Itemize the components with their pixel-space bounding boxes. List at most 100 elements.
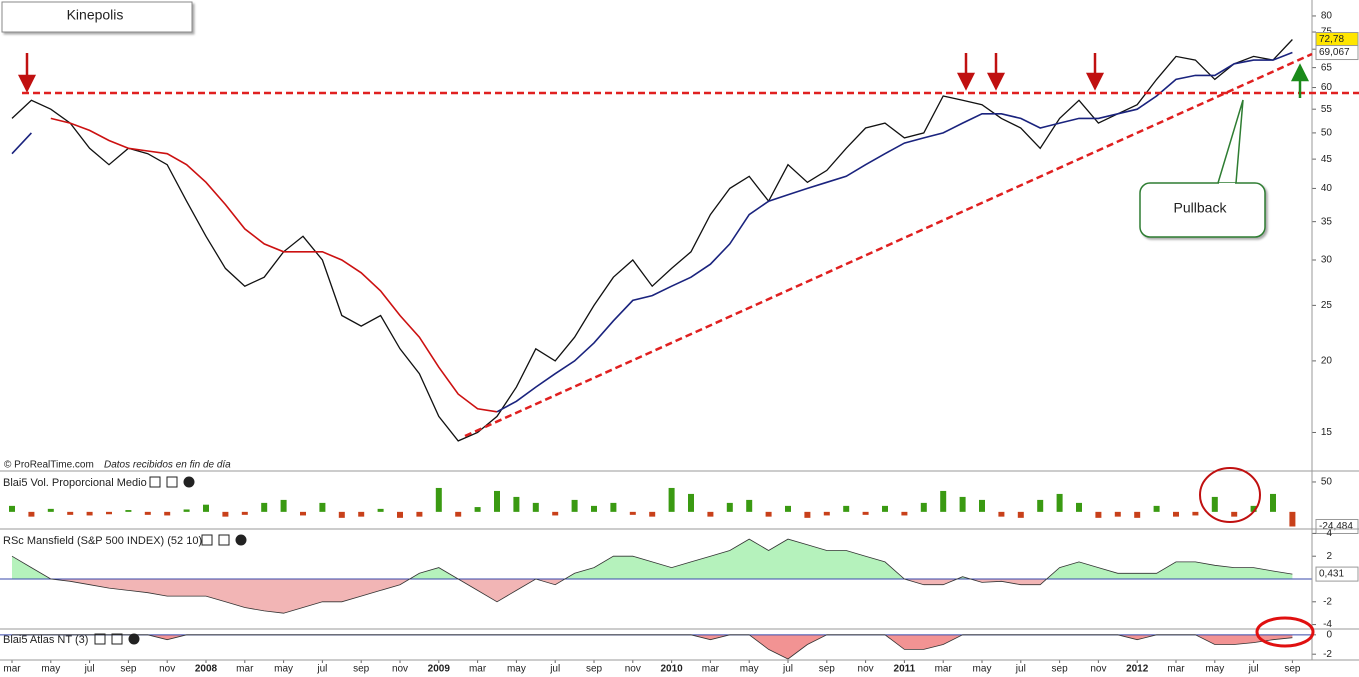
- bar: [300, 511, 306, 516]
- chart-title: Kinepolis: [67, 7, 124, 23]
- area-fill: [12, 579, 1293, 614]
- bar: [1270, 493, 1276, 512]
- x-tick-label: jul: [84, 664, 95, 675]
- area-line: [12, 634, 1293, 660]
- y-tick-label: 25: [1321, 300, 1333, 311]
- x-tick-label: sep: [1284, 664, 1301, 675]
- bar: [552, 511, 559, 516]
- y-tick-label: 60: [1321, 82, 1333, 93]
- x-tick-label: jul: [1015, 664, 1026, 675]
- x-tick-label: may: [973, 664, 992, 675]
- pane-title: RSc Mansfield (S&P 500 INDEX) (52 10): [3, 535, 202, 547]
- bar: [47, 508, 54, 512]
- bar: [959, 496, 966, 512]
- pane-icons[interactable]: [94, 476, 247, 645]
- bar: [241, 511, 248, 515]
- bar: [1289, 511, 1296, 527]
- y-tick-label: 55: [1321, 104, 1333, 115]
- bar: [862, 511, 869, 515]
- y-tick-label: 20: [1321, 356, 1333, 367]
- bar: [668, 487, 675, 512]
- bar: [804, 511, 811, 518]
- last-value-tag: [1315, 45, 1359, 61]
- bar: [455, 511, 462, 517]
- bar: [532, 502, 539, 512]
- x-tick-label: jul: [549, 664, 560, 675]
- y-tick-label: 4: [1326, 528, 1332, 539]
- bar: [474, 507, 481, 512]
- x-tick-label: sep: [120, 664, 137, 675]
- x-tick-label: mar: [935, 664, 953, 675]
- x-tick-label: nov: [1090, 664, 1106, 675]
- series-line: [50, 117, 498, 413]
- x-tick-label: 2009: [428, 664, 451, 675]
- bar: [164, 511, 171, 516]
- pane-title: Blai5 Vol. Proporcional Medio: [3, 477, 147, 489]
- bar: [280, 499, 287, 512]
- bar: [358, 511, 365, 517]
- x-tick-label: 2008: [195, 664, 218, 675]
- bar: [920, 502, 927, 512]
- bar: [823, 511, 830, 516]
- bar: [1134, 511, 1141, 518]
- bar: [1192, 511, 1199, 516]
- bar: [901, 511, 908, 516]
- pane-title: Blai5 Atlas NT (3): [3, 634, 88, 646]
- x-tick-label: sep: [1052, 664, 1069, 675]
- bar: [1153, 505, 1160, 512]
- bar: [629, 511, 636, 515]
- bar: [688, 493, 694, 512]
- x-tick-label: may: [507, 664, 526, 675]
- bar: [1037, 499, 1044, 512]
- bar: [319, 502, 326, 512]
- arrows: [17, 53, 1105, 93]
- bar: [261, 502, 268, 512]
- y-tick-label: 30: [1321, 255, 1333, 266]
- x-tick-label: mar: [469, 664, 487, 675]
- area-line: [11, 538, 1293, 614]
- bar: [183, 509, 190, 512]
- bar: [67, 511, 74, 515]
- y-tick-label: 2: [1326, 551, 1332, 562]
- support-line: [464, 52, 1313, 438]
- bar: [1211, 496, 1218, 512]
- bar: [125, 510, 132, 512]
- y-tick-label: 65: [1321, 62, 1333, 73]
- x-tick-label: jul: [782, 664, 793, 675]
- y-tick-label: 50: [1321, 477, 1333, 488]
- callout-pointer: [1217, 99, 1244, 184]
- x-tick-label: 2011: [894, 664, 916, 675]
- bar: [106, 511, 112, 515]
- bar: [726, 502, 733, 512]
- x-tick-label: 2012: [1126, 664, 1149, 675]
- bar: [707, 511, 714, 517]
- bar: [1056, 493, 1063, 512]
- x-tick-label: nov: [392, 664, 408, 675]
- callout-box: [1139, 182, 1266, 238]
- bar: [571, 499, 578, 512]
- last-value-label: 72,78: [1319, 34, 1344, 45]
- last-value-label: -24,484: [1319, 521, 1353, 532]
- last-value-tag: [1315, 566, 1359, 582]
- x-tick-label: 2010: [660, 664, 683, 675]
- last-value-label: 0,431: [1319, 569, 1344, 580]
- highlight-circle: [1255, 616, 1315, 648]
- y-tick-label: -4: [1323, 619, 1332, 630]
- bar: [979, 499, 985, 512]
- bar: [1173, 511, 1179, 517]
- bar: [28, 511, 35, 517]
- bar: [649, 511, 656, 517]
- x-tick-label: mar: [1167, 664, 1185, 675]
- y-tick-label: 0: [1326, 629, 1332, 640]
- bar: [1114, 511, 1121, 517]
- bar: [1231, 511, 1238, 517]
- bar: [785, 505, 791, 512]
- last-value-tag: [1315, 518, 1359, 534]
- bar: [1076, 502, 1082, 512]
- copyright: © ProRealTime.com: [4, 460, 94, 471]
- up-arrow: [1290, 63, 1310, 98]
- bar: [882, 505, 888, 512]
- x-tick-label: may: [740, 664, 759, 675]
- x-tick-label: sep: [819, 664, 836, 675]
- x-tick-label: may: [274, 664, 293, 675]
